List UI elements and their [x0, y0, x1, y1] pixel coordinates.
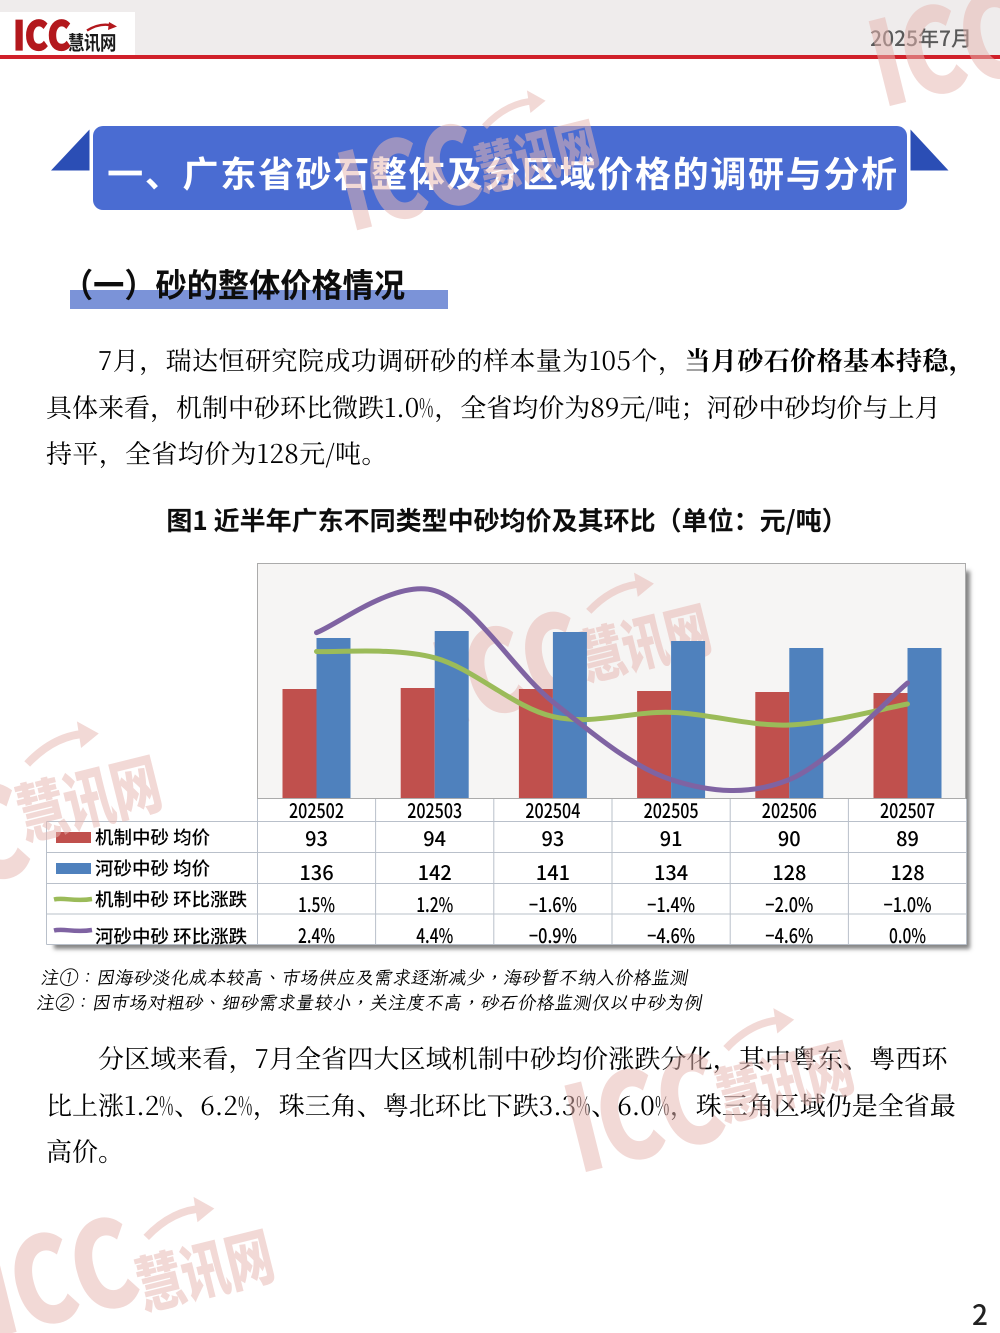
svg-text:−1.4%: −1.4% — [647, 889, 695, 918]
svg-text:128: 128 — [890, 857, 924, 886]
svg-text:1.5%: 1.5% — [298, 889, 335, 918]
svg-text:−2.0%: −2.0% — [765, 889, 813, 918]
svg-text:90: 90 — [778, 823, 801, 852]
svg-text:93: 93 — [305, 823, 328, 852]
svg-text:ICC: ICC — [13, 4, 71, 55]
svg-text:134: 134 — [654, 857, 688, 886]
svg-text:河砂中砂 环比涨跌: 河砂中砂 环比涨跌 — [95, 923, 248, 946]
svg-text:202502: 202502 — [289, 795, 344, 824]
svg-text:128: 128 — [772, 857, 806, 886]
svg-text:慧讯网: 慧讯网 — [68, 28, 116, 55]
svg-text:−1.6%: −1.6% — [529, 889, 577, 918]
svg-text:河砂中砂 均价: 河砂中砂 均价 — [95, 855, 211, 881]
svg-text:89: 89 — [896, 823, 919, 852]
svg-text:机制中砂 环比涨跌: 机制中砂 环比涨跌 — [95, 886, 248, 912]
svg-text:机制中砂 均价: 机制中砂 均价 — [95, 824, 211, 850]
svg-text:202504: 202504 — [525, 795, 580, 824]
svg-text:202505: 202505 — [644, 795, 699, 824]
svg-text:慧讯网: 慧讯网 — [125, 1206, 281, 1327]
svg-text:136: 136 — [299, 857, 333, 886]
svg-text:94: 94 — [423, 823, 446, 852]
svg-text:−0.9%: −0.9% — [529, 920, 577, 946]
svg-text:−4.6%: −4.6% — [647, 920, 695, 946]
svg-text:202506: 202506 — [762, 795, 817, 824]
svg-text:91: 91 — [660, 823, 683, 852]
svg-text:−1.0%: −1.0% — [884, 889, 932, 918]
svg-text:4.4%: 4.4% — [416, 920, 453, 946]
svg-text:ICC: ICC — [0, 729, 43, 945]
svg-text:202507: 202507 — [880, 795, 935, 824]
svg-text:ICC: ICC — [0, 1166, 151, 1333]
svg-text:0.0%: 0.0% — [889, 920, 926, 946]
svg-text:93: 93 — [541, 823, 564, 852]
svg-text:2.4%: 2.4% — [298, 920, 335, 946]
svg-text:−4.6%: −4.6% — [765, 920, 813, 946]
svg-text:142: 142 — [418, 857, 452, 886]
svg-text:1.2%: 1.2% — [416, 889, 453, 918]
svg-text:141: 141 — [536, 857, 570, 886]
svg-text:202503: 202503 — [407, 795, 462, 824]
